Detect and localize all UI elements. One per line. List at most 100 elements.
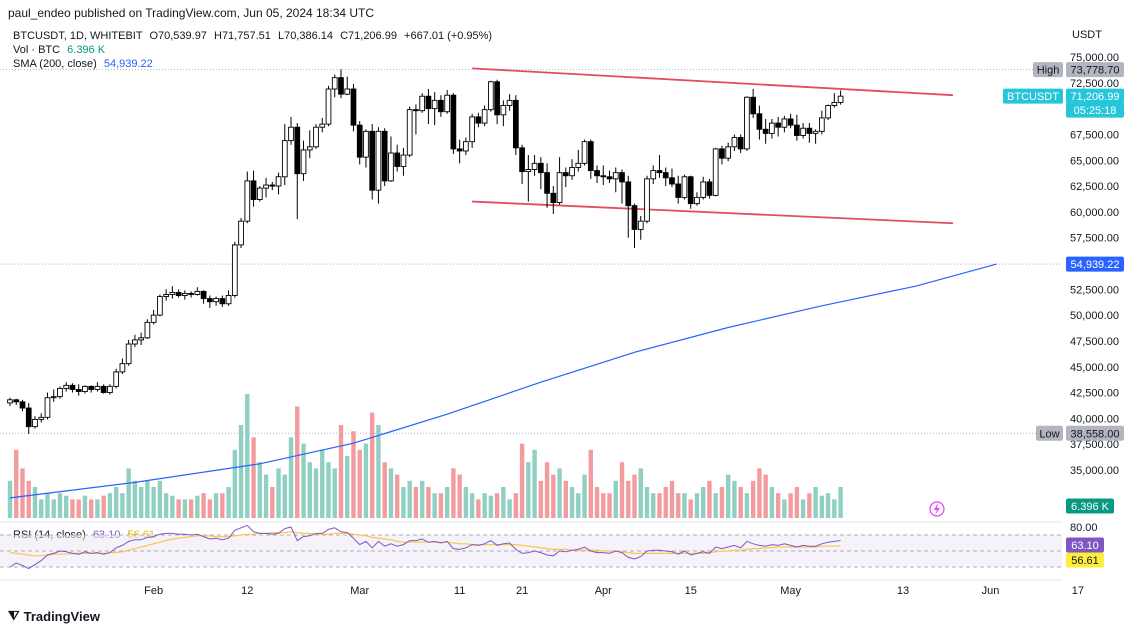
volume-bar [413, 487, 419, 518]
candle-body [756, 113, 763, 130]
volume-bar [332, 468, 337, 518]
candle-body [50, 396, 57, 399]
candle-body [625, 181, 632, 207]
candle-body [182, 292, 188, 296]
volume-bar [644, 487, 650, 518]
candle-body [825, 105, 831, 119]
volume-bar [257, 462, 262, 518]
volume-bar [582, 474, 587, 518]
symbol-legend[interactable]: BTCUSDT, 1D, WHITEBIT O70,539.97 H71,757… [13, 30, 492, 42]
candle-body [281, 140, 288, 178]
candle-body [394, 152, 401, 167]
candle-body [606, 176, 613, 180]
volume-bar [688, 499, 693, 518]
candle-body [63, 384, 70, 389]
candle-body [219, 298, 226, 305]
candle-body [544, 172, 550, 194]
candle-body [456, 148, 463, 152]
volume-bar [88, 499, 94, 518]
candle-body [294, 126, 301, 175]
volume-bar [551, 474, 556, 518]
volume-bar [232, 449, 238, 518]
volume-bar [569, 487, 575, 518]
candle-body [138, 337, 144, 341]
brand-name: TradingView [23, 608, 100, 624]
rsi-ma-line [9, 531, 841, 557]
rsi-ma-value-tag-background [1066, 552, 1104, 568]
price-tick-label: 47,500.00 [1070, 336, 1119, 348]
price-tick-label: 50,000.00 [1070, 310, 1119, 322]
candle-body [831, 101, 838, 106]
volume-bar [207, 499, 213, 518]
volume-bar [51, 499, 56, 518]
volume-bar [501, 487, 506, 518]
tradingview-brand[interactable]: ⧨ TradingView [8, 608, 100, 624]
volume-bar [626, 480, 631, 518]
time-tick-label: Apr [595, 585, 612, 597]
volume-bar [788, 493, 793, 518]
volume-bar [113, 487, 119, 518]
candle-body [119, 363, 126, 373]
volume-bar [469, 493, 475, 518]
volume-bar [64, 495, 69, 518]
price-tick-label: 42,500.00 [1070, 388, 1119, 400]
bar-countdown-tag-text: 05:25:18 [1074, 105, 1117, 117]
volume-bar [388, 468, 394, 518]
candle-body [350, 88, 357, 126]
volume-bar [457, 474, 462, 518]
ohlc-close: C71,206.99 [340, 30, 397, 42]
candle-body [25, 407, 32, 428]
high-label-tag-text: High [1037, 65, 1060, 77]
candle-body [706, 181, 713, 196]
candle-body [512, 99, 519, 149]
sma-legend[interactable]: SMA (200, close) 54,939.22 [13, 58, 153, 70]
candle-body [94, 385, 101, 390]
rsi-value-tag-background [1066, 537, 1104, 553]
candle-body [787, 118, 794, 126]
volume-bar [394, 474, 400, 518]
lightning-icon [929, 501, 945, 517]
volume-bar [676, 493, 681, 518]
volume-bar [26, 480, 31, 518]
candle-body [656, 170, 663, 174]
candle-body [400, 154, 407, 167]
volume-bar [476, 499, 481, 518]
volume-bar [488, 495, 494, 518]
candle-body [225, 295, 232, 305]
volume-bar [345, 456, 350, 518]
candle-body [406, 109, 413, 156]
candle-body [537, 162, 544, 174]
volume-bar [632, 474, 637, 518]
volume-bar [263, 474, 269, 518]
low-label-tag: Low [1036, 425, 1063, 441]
volume-bar [245, 394, 250, 518]
symbol-line: BTCUSDT, 1D, WHITEBIT [13, 30, 143, 42]
volume-bar [544, 462, 550, 518]
last-price-tag-text: 71,206.99 [1071, 91, 1120, 103]
volume-bar [601, 493, 606, 518]
rsi-ma-value-tag-text: 56.61 [1071, 555, 1099, 567]
volume-bar [282, 474, 287, 518]
candle-body [731, 137, 738, 148]
time-tick-label: 12 [241, 585, 253, 597]
volume-bar [370, 412, 375, 518]
candle-body [19, 401, 26, 409]
last-price-tag-background [1066, 88, 1124, 104]
volume-bar [619, 462, 625, 518]
low-label-tag-text: Low [1039, 428, 1059, 440]
volume-bar [145, 480, 150, 518]
candle-body [600, 175, 607, 178]
volume-bar [813, 487, 818, 518]
volume-bar [301, 443, 306, 518]
time-tick-label: May [780, 585, 801, 597]
volume-bar [494, 493, 500, 518]
volume-bar [451, 468, 456, 518]
volume-legend[interactable]: Vol · BTC 6.396 K [13, 44, 105, 56]
channel-lower-line [472, 200, 954, 225]
volume-bar [657, 493, 662, 518]
low-value-tag-text: 38,558.00 [1071, 428, 1120, 440]
sma-label: SMA (200, close) [13, 58, 97, 70]
candle-body [132, 339, 138, 345]
volume-bar [719, 487, 725, 518]
